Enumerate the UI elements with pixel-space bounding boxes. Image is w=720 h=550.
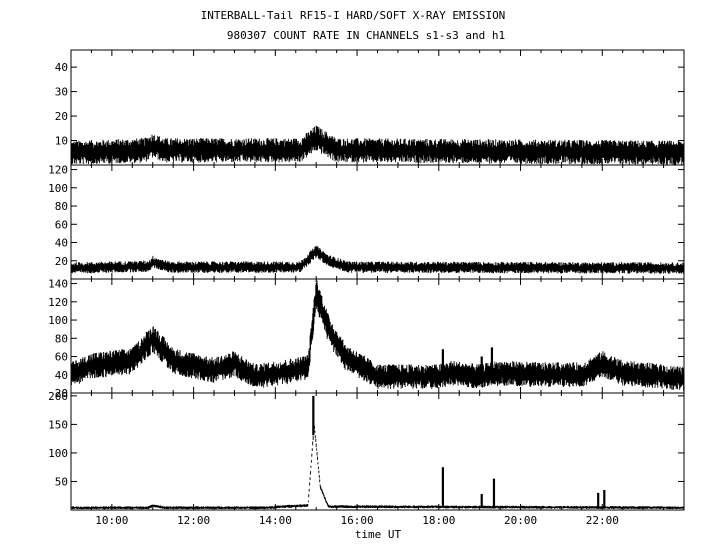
y-tick-label: 20 bbox=[55, 110, 68, 123]
y-tick-label: 10 bbox=[55, 135, 68, 148]
x-tick-label: 18:00 bbox=[422, 514, 455, 527]
y-tick-label: 60 bbox=[55, 351, 68, 364]
time-axis: 10:00 12:00 14:00 16:00 18:00 20:00 22:00 bbox=[95, 514, 619, 527]
y-tick-label: 100 bbox=[48, 447, 68, 460]
y-tick-label: 100 bbox=[48, 182, 68, 195]
x-tick-label: 20:00 bbox=[504, 514, 537, 527]
panel-4: 50 100 150 200 bbox=[48, 390, 685, 511]
y-tick-label: 40 bbox=[55, 61, 68, 74]
panel-1: 10 20 30 40 bbox=[55, 49, 685, 166]
series-band bbox=[71, 280, 684, 391]
y-tick-label: 150 bbox=[48, 418, 68, 431]
chart-panels: 10 20 30 40 20 40 60 80 100 120 20 40 60 80 100 120 140 5… bbox=[48, 49, 685, 511]
chart-title-line2: 980307 COUNT RATE IN CHANNELS s1-s3 and … bbox=[227, 29, 505, 42]
y-tick-label: 120 bbox=[48, 296, 68, 309]
y-tick-label: 140 bbox=[48, 278, 68, 291]
x-tick-label: 14:00 bbox=[259, 514, 292, 527]
x-tick-label: 16:00 bbox=[341, 514, 374, 527]
x-tick-label: 10:00 bbox=[95, 514, 128, 527]
series-band bbox=[71, 125, 684, 165]
y-tick-label: 50 bbox=[55, 475, 68, 488]
x-tick-label: 12:00 bbox=[177, 514, 210, 527]
series-band bbox=[71, 245, 684, 274]
panel-frame bbox=[70, 392, 685, 511]
y-tick-label: 120 bbox=[48, 164, 68, 177]
y-tick-label: 60 bbox=[55, 218, 68, 231]
y-tick-label: 80 bbox=[55, 200, 68, 213]
panel-2: 20 40 60 80 100 120 bbox=[48, 164, 685, 280]
x-tick-label: 22:00 bbox=[586, 514, 619, 527]
y-tick-label: 20 bbox=[55, 387, 68, 400]
y-tick-label: 200 bbox=[48, 390, 68, 403]
y-tick-label: 40 bbox=[55, 369, 68, 382]
y-tick-label: 100 bbox=[48, 314, 68, 327]
panel-3: 20 40 60 80 100 120 140 bbox=[48, 278, 685, 400]
y-tick-label: 40 bbox=[55, 237, 68, 250]
y-tick-label: 80 bbox=[55, 332, 68, 345]
y-tick-label: 20 bbox=[55, 255, 68, 268]
chart-title-line1: INTERBALL-Tail RF15-I HARD/SOFT X-RAY EM… bbox=[201, 9, 506, 22]
series-band bbox=[71, 424, 684, 510]
x-axis-label: time UT bbox=[355, 528, 402, 541]
y-tick-label: 30 bbox=[55, 86, 68, 99]
